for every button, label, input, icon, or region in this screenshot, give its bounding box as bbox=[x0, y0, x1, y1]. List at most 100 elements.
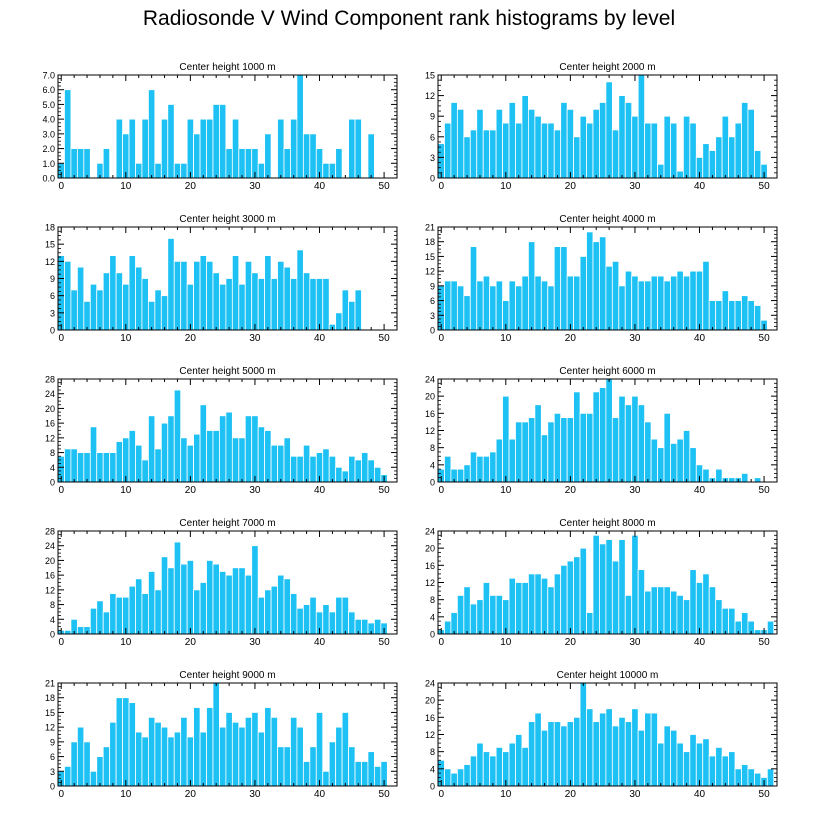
histogram-bar bbox=[676, 594, 684, 635]
histogram-bar bbox=[663, 586, 671, 635]
x-tick-label: 40 bbox=[694, 637, 706, 648]
y-tick-label: 0 bbox=[50, 630, 55, 640]
x-tick-label: 50 bbox=[759, 333, 771, 344]
histogram-bar bbox=[495, 746, 503, 787]
histogram-bar bbox=[689, 122, 697, 179]
histogram-bar bbox=[109, 255, 117, 331]
histogram-bar bbox=[367, 751, 375, 787]
histogram-bar bbox=[631, 534, 639, 635]
y-tick-label: 28 bbox=[45, 527, 55, 537]
panel: Center height 6000 m 0 10 20 30 40 50 0 4 8 12 16 20… bbox=[425, 366, 778, 496]
histogram-bar bbox=[695, 742, 704, 787]
histogram-bar bbox=[469, 603, 478, 635]
histogram-bar bbox=[721, 607, 729, 635]
histogram-bar bbox=[173, 389, 182, 483]
panel-title: Center height 5000 m bbox=[179, 366, 275, 377]
x-tick-label: 20 bbox=[565, 789, 577, 800]
histogram-bar bbox=[212, 430, 220, 483]
histogram-bar bbox=[315, 278, 324, 331]
histogram-bar bbox=[277, 444, 285, 483]
histogram-bar bbox=[283, 746, 291, 787]
histogram-bar bbox=[586, 612, 594, 635]
histogram-bar bbox=[354, 118, 362, 179]
histogram-bar bbox=[450, 102, 458, 179]
histogram-bar bbox=[225, 148, 233, 179]
histogram-bar bbox=[741, 764, 749, 787]
histogram-bar bbox=[540, 434, 549, 483]
histogram-bar bbox=[102, 148, 111, 179]
histogram-bar bbox=[528, 721, 536, 787]
y-tick-label: 15 bbox=[45, 240, 55, 250]
histogram-bar bbox=[199, 404, 207, 483]
x-tick-label: 40 bbox=[694, 181, 706, 192]
histogram-bar bbox=[186, 736, 194, 787]
histogram-bar bbox=[83, 148, 91, 179]
histogram-bar bbox=[244, 716, 253, 787]
x-tick-label: 10 bbox=[500, 485, 512, 496]
histogram-bar bbox=[277, 574, 285, 635]
histogram-bar bbox=[102, 746, 111, 787]
x-tick-label: 0 bbox=[438, 637, 444, 648]
histogram-bar bbox=[521, 95, 529, 179]
histogram-bar bbox=[186, 560, 194, 635]
histogram-bar bbox=[335, 596, 343, 635]
histogram-bar bbox=[361, 761, 369, 787]
histogram-bar bbox=[128, 702, 136, 787]
y-tick-label: 20 bbox=[45, 404, 55, 414]
histogram-bar bbox=[270, 585, 278, 635]
histogram-bar bbox=[70, 289, 78, 331]
y-tick-label: 3 bbox=[430, 311, 435, 321]
histogram-bar bbox=[456, 594, 465, 635]
histogram-bar bbox=[219, 104, 227, 179]
histogram-bar bbox=[721, 115, 729, 179]
x-tick-label: 30 bbox=[629, 181, 641, 192]
histogram-bar bbox=[586, 122, 594, 179]
histogram-bar bbox=[167, 567, 175, 635]
histogram-bar bbox=[89, 426, 98, 483]
histogram-bar bbox=[270, 278, 278, 331]
histogram-bar bbox=[270, 716, 278, 787]
histogram-bar bbox=[605, 378, 613, 483]
histogram-bar bbox=[206, 118, 214, 179]
histogram-bar bbox=[618, 285, 626, 331]
histogram-bar bbox=[502, 122, 510, 179]
histogram-bar bbox=[348, 118, 356, 179]
histogram-bar bbox=[624, 721, 633, 787]
histogram-bar bbox=[348, 455, 356, 483]
y-tick-label: 24 bbox=[425, 527, 435, 537]
x-tick-label: 0 bbox=[58, 789, 64, 800]
y-tick-label: 0 bbox=[430, 782, 435, 792]
histogram-bar bbox=[322, 770, 330, 787]
histogram-bar bbox=[309, 746, 317, 787]
panel: Center height 4000 m 0 10 20 30 40 50 0 3 6 9 12 15 1… bbox=[425, 214, 778, 344]
histogram-bar bbox=[708, 586, 717, 635]
histogram-bar bbox=[657, 447, 665, 483]
histogram-bar bbox=[560, 725, 568, 787]
histogram-bar bbox=[109, 721, 117, 787]
histogram-bar bbox=[335, 148, 343, 179]
histogram-bar bbox=[670, 729, 678, 787]
histogram-bar bbox=[199, 118, 207, 179]
histogram-bar bbox=[328, 455, 337, 483]
histogram-bar bbox=[702, 468, 710, 483]
histogram-bar bbox=[605, 708, 613, 787]
histogram-bar bbox=[135, 731, 143, 787]
panel-title: Center height 7000 m bbox=[179, 518, 275, 529]
y-tick-label: 6 bbox=[430, 296, 435, 306]
histogram-bar bbox=[302, 272, 311, 331]
histogram-bar bbox=[528, 108, 536, 179]
histogram-bar bbox=[231, 255, 240, 331]
histogram-bar bbox=[644, 712, 652, 787]
histogram-bar bbox=[741, 473, 749, 483]
y-tick-label: 4.0 bbox=[42, 115, 55, 125]
histogram-bar bbox=[754, 305, 762, 331]
histogram-bar bbox=[264, 589, 272, 635]
histogram-bar bbox=[173, 260, 182, 331]
histogram-bar bbox=[663, 280, 671, 331]
histogram-bar bbox=[579, 256, 587, 331]
histogram-bar bbox=[579, 412, 587, 483]
histogram-bar bbox=[540, 122, 549, 179]
histogram-bar bbox=[322, 604, 330, 635]
histogram-bar bbox=[302, 444, 311, 483]
histogram-bar bbox=[463, 295, 471, 331]
